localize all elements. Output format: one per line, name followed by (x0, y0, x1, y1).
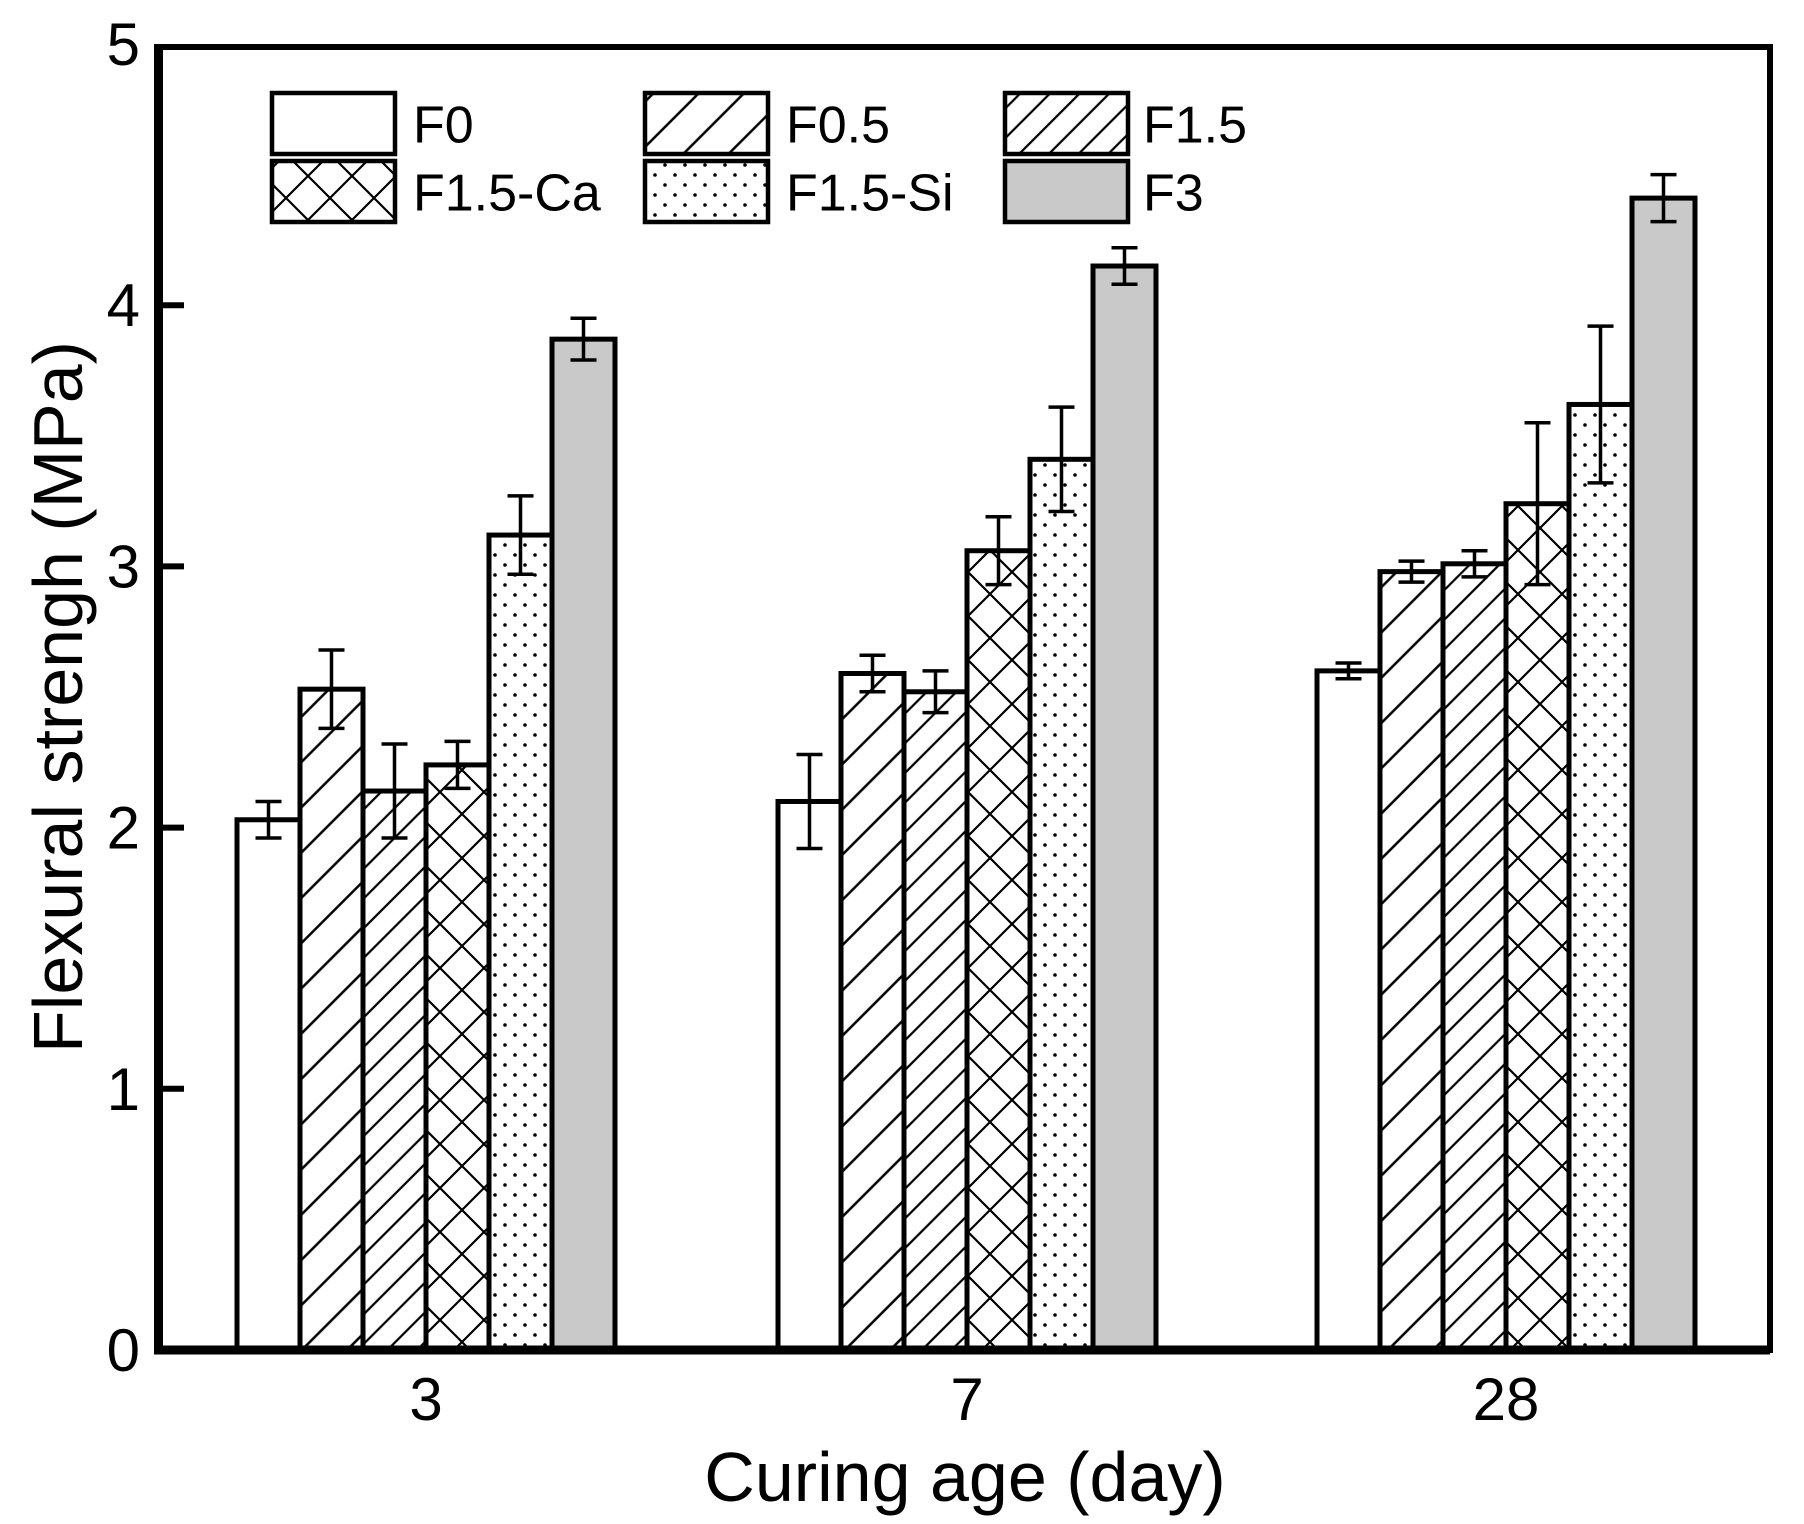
errorbar-F1.5-Si-day28 (1587, 324, 1614, 485)
bar-F0.5-day3 (297, 686, 366, 1353)
legend-swatch-F3 (1002, 158, 1131, 225)
legend-swatch-F1.5-Si (642, 158, 771, 225)
legend: F0 F0.5 F1.5 F1.5-Ca F1.5-Si F3 (269, 90, 1247, 225)
bar-F0-day3 (234, 817, 303, 1353)
x-axis-labels: 3 7 28 (409, 1366, 1539, 1433)
bar-F0.5-day28 (1377, 569, 1446, 1353)
x-axis-title: Curing age (day) (704, 1438, 1226, 1516)
legend-swatch-F1.5-Ca (269, 158, 398, 225)
legend-swatch-F1.5 (1002, 90, 1131, 157)
legend-label-F1.5-Si: F1.5-Si (786, 165, 954, 223)
errorbar-F3-day7 (1111, 245, 1138, 287)
errorbars-layer (255, 172, 1677, 851)
y-axis-ticks: 0 1 2 3 4 5 (107, 11, 184, 1384)
legend-swatch-F0.5 (642, 90, 771, 157)
x-tick-label-7: 7 (950, 1366, 983, 1433)
errorbar-F1.5-Ca-day28 (1524, 420, 1551, 587)
y-axis-title: Flexural strengh (MPa) (19, 341, 97, 1053)
bar-F1.5-Si-day3 (486, 532, 555, 1353)
bar-F0-day28 (1314, 668, 1383, 1353)
errorbar-F1.5-day3 (381, 742, 408, 840)
errorbar-F1.5-day7 (922, 669, 949, 715)
errorbar-F1.5-Ca-day3 (444, 739, 471, 791)
x-tick-label-28: 28 (1473, 1366, 1540, 1433)
bar-F1.5-Ca-day28 (1503, 501, 1572, 1353)
legend-label-F1.5-Ca: F1.5-Ca (413, 165, 601, 223)
errorbar-F1.5-Ca-day7 (985, 515, 1012, 587)
legend-label-F0: F0 (413, 97, 474, 155)
bar-F3-day28 (1629, 195, 1698, 1353)
legend-label-F3: F3 (1143, 165, 1204, 223)
bar-F1.5-day3 (360, 788, 429, 1353)
y-tick-label-1: 1 (107, 1056, 140, 1123)
errorbar-F3-day28 (1650, 172, 1677, 224)
bar-F1.5-Ca-day3 (423, 762, 492, 1353)
errorbar-F0-day7 (796, 752, 823, 851)
bar-F1.5-Si-day7 (1027, 456, 1096, 1353)
y-tick-label-3: 3 (107, 533, 140, 600)
bar-F1.5-day7 (901, 689, 970, 1353)
y-tick-label-5: 5 (107, 11, 140, 78)
errorbar-F1.5-day28 (1461, 548, 1488, 579)
legend-swatch-F0 (269, 90, 398, 157)
y-tick-label-4: 4 (107, 272, 140, 339)
bar-F1.5-Ca-day7 (964, 548, 1033, 1353)
legend-label-F1.5: F1.5 (1143, 97, 1247, 155)
bar-F0-day7 (775, 798, 844, 1353)
errorbar-F3-day3 (570, 316, 597, 362)
bar-F3-day3 (549, 336, 618, 1353)
errorbar-F0.5-day28 (1398, 559, 1425, 584)
errorbar-F1.5-Si-day7 (1048, 405, 1075, 514)
bars-layer (234, 195, 1698, 1353)
errorbar-F0.5-day3 (318, 648, 345, 731)
errorbar-F1.5-Si-day3 (507, 494, 534, 576)
y-tick-label-2: 2 (107, 795, 140, 862)
errorbar-F0-day28 (1335, 661, 1362, 681)
errorbar-F0-day3 (255, 799, 282, 840)
bar-F3-day7 (1090, 263, 1159, 1353)
x-tick-label-3: 3 (409, 1366, 442, 1433)
legend-label-F0.5: F0.5 (786, 97, 890, 155)
errorbar-F0.5-day7 (859, 653, 886, 694)
bar-F0.5-day7 (838, 670, 907, 1353)
bar-F1.5-Si-day28 (1566, 401, 1635, 1353)
y-tick-label-0: 0 (107, 1317, 140, 1384)
bar-F1.5-day28 (1440, 561, 1509, 1353)
